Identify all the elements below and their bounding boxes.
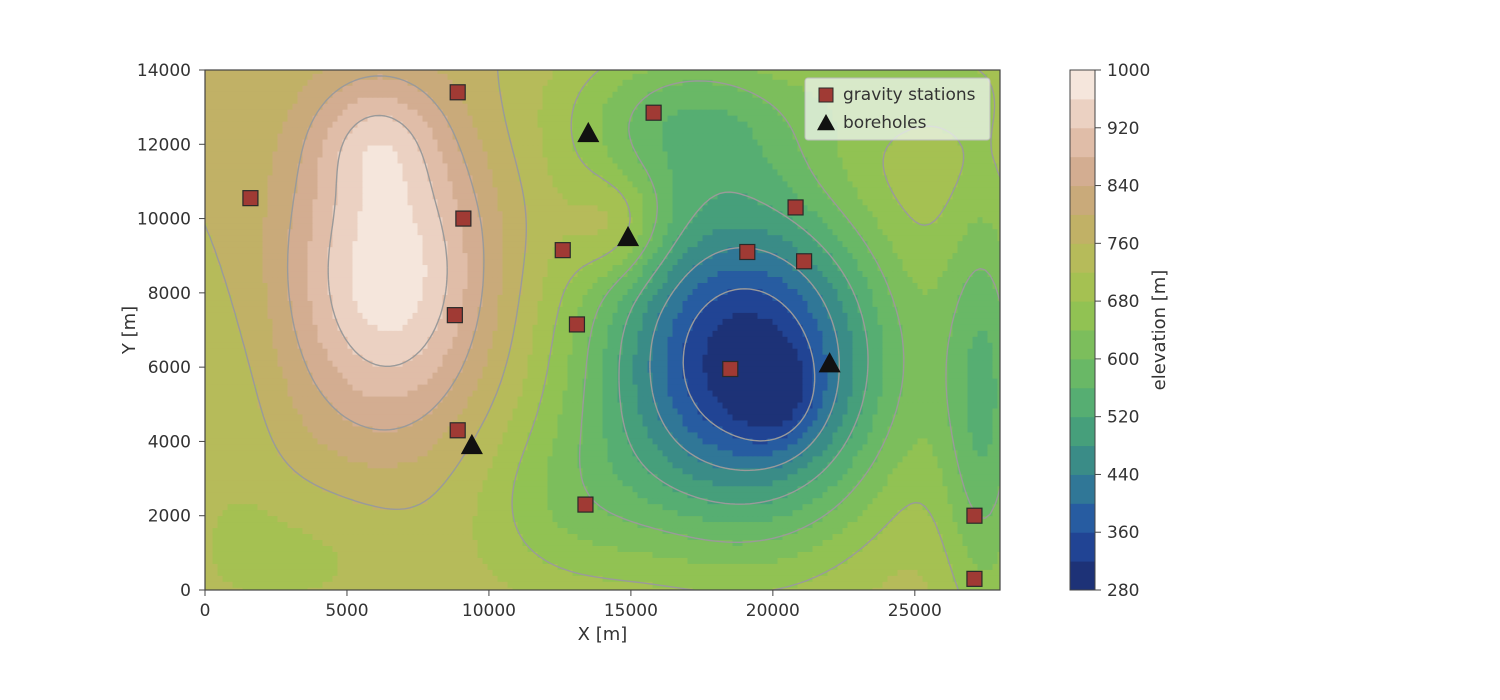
colorbar-tick-label: 760 [1107, 234, 1139, 254]
plot-svg: 0 5000 10000 15000 20000 25000 0 2000 4000 6000 80… [0, 0, 1500, 700]
contour-fill [203, 67, 1004, 594]
x-tick-label: 20000 [746, 601, 800, 621]
colorbar-tick-label: 280 [1107, 581, 1139, 601]
x-tick-label: 0 [200, 601, 211, 621]
x-tick-label: 15000 [604, 601, 658, 621]
y-tick-label: 12000 [137, 135, 191, 155]
colorbar-tick-label: 920 [1107, 119, 1139, 139]
colorbar-label: elevation [m] [1149, 270, 1170, 391]
y-tick-label: 2000 [148, 507, 191, 527]
y-tick-label: 8000 [148, 284, 191, 304]
colorbar: 280 360 440 520 600 680 760 840 920 1000 elevation… [1070, 61, 1170, 601]
x-tick-label: 10000 [462, 601, 516, 621]
y-tick-label: 6000 [148, 358, 191, 378]
legend: gravity stations boreholes [805, 78, 990, 140]
gravity-station-marker [578, 497, 593, 512]
legend-label-borehole: boreholes [843, 113, 927, 133]
x-tick-label: 25000 [888, 601, 942, 621]
figure: 0 5000 10000 15000 20000 25000 0 2000 4000 6000 80… [0, 0, 1500, 700]
gravity-station-marker [723, 362, 738, 377]
y-tick-label: 14000 [137, 61, 191, 81]
gravity-station-marker [788, 200, 803, 215]
colorbar-tick-label: 440 [1107, 465, 1139, 485]
y-axis-label: Y [m] [119, 306, 140, 355]
y-tick-label: 10000 [137, 210, 191, 230]
gravity-station-marker [456, 211, 471, 226]
gravity-station-marker [967, 508, 982, 523]
y-tick-label: 0 [180, 581, 191, 601]
colorbar-tick-label: 520 [1107, 408, 1139, 428]
colorbar-tick-label: 360 [1107, 523, 1139, 543]
legend-swatch-square [819, 88, 833, 102]
colorbar-tick-label: 600 [1107, 350, 1139, 370]
gravity-station-marker [450, 423, 465, 438]
colorbar-tick-label: 840 [1107, 177, 1139, 197]
colorbar-tick-label: 680 [1107, 292, 1139, 312]
x-tick-label: 5000 [325, 601, 368, 621]
gravity-station-marker [447, 308, 462, 323]
gravity-station-marker [740, 245, 755, 260]
gravity-station-marker [967, 571, 982, 586]
y-tick-label: 4000 [148, 432, 191, 452]
gravity-station-marker [569, 317, 584, 332]
gravity-station-marker [555, 243, 570, 258]
gravity-station-marker [243, 191, 258, 206]
colorbar-tick-label: 1000 [1107, 61, 1150, 81]
x-axis-label: X [m] [578, 624, 628, 645]
gravity-station-marker [450, 85, 465, 100]
gravity-station-marker [646, 105, 661, 120]
legend-label-gravity: gravity stations [843, 85, 976, 105]
gravity-station-marker [797, 254, 812, 269]
